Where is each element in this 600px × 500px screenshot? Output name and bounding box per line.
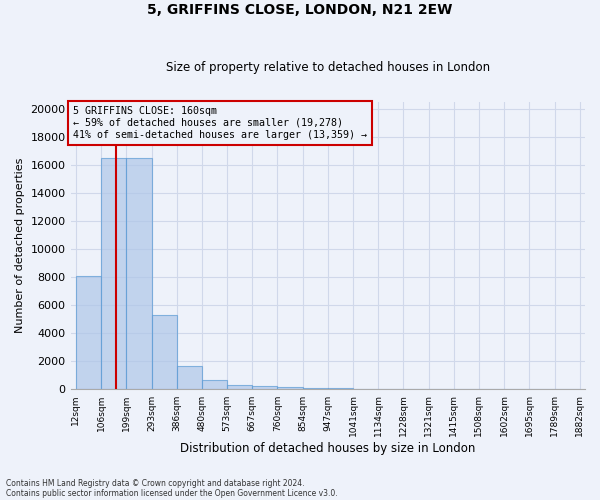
Bar <box>176 366 202 390</box>
Y-axis label: Number of detached properties: Number of detached properties <box>15 158 25 334</box>
Bar <box>378 389 403 390</box>
Bar <box>277 388 303 390</box>
Text: 5 GRIFFINS CLOSE: 160sqm
← 59% of detached houses are smaller (19,278)
41% of se: 5 GRIFFINS CLOSE: 160sqm ← 59% of detach… <box>73 106 367 140</box>
Bar <box>403 389 428 390</box>
Text: Contains public sector information licensed under the Open Government Licence v3: Contains public sector information licen… <box>6 488 338 498</box>
Text: 5, GRIFFINS CLOSE, LONDON, N21 2EW: 5, GRIFFINS CLOSE, LONDON, N21 2EW <box>148 2 452 16</box>
Title: Size of property relative to detached houses in London: Size of property relative to detached ho… <box>166 62 490 74</box>
Bar <box>253 386 277 390</box>
Bar <box>328 388 353 390</box>
X-axis label: Distribution of detached houses by size in London: Distribution of detached houses by size … <box>180 442 475 455</box>
Bar <box>126 158 152 390</box>
Bar <box>76 276 101 390</box>
Text: Contains HM Land Registry data © Crown copyright and database right 2024.: Contains HM Land Registry data © Crown c… <box>6 478 305 488</box>
Bar <box>227 384 253 390</box>
Bar <box>303 388 328 390</box>
Bar <box>101 158 126 390</box>
Bar <box>202 380 227 390</box>
Bar <box>152 315 176 390</box>
Bar <box>353 388 378 390</box>
